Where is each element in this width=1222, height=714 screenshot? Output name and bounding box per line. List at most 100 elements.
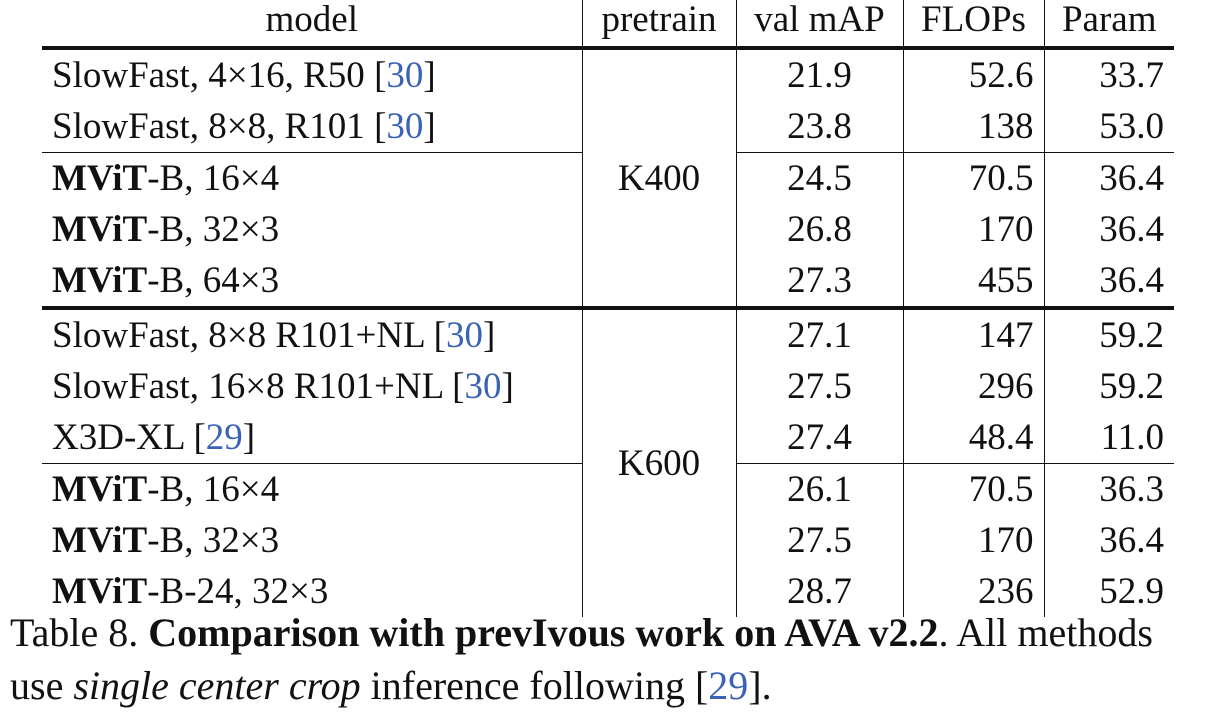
table-row: SlowFast, 8×8, R101 [30] 23.8 138 53.0 bbox=[42, 101, 1174, 153]
table-row: MViT-B, 32×3 27.5 170 36.4 bbox=[42, 515, 1174, 566]
flops-cell: 170 bbox=[902, 204, 1044, 255]
val-map-cell: 27.1 bbox=[735, 306, 903, 361]
param-cell: 59.2 bbox=[1043, 361, 1174, 412]
model-cell: MViT-B-24, 32×3 bbox=[42, 566, 582, 617]
val-map-cell: 23.8 bbox=[735, 101, 903, 153]
param-cell: 59.2 bbox=[1043, 306, 1174, 361]
model-cell: SlowFast, 16×8 R101+NL [30] bbox=[42, 361, 582, 412]
header-flops: FLOPs bbox=[902, 0, 1044, 50]
flops-cell: 48.4 bbox=[902, 412, 1044, 464]
model-name: -B, 32×3 bbox=[147, 520, 280, 561]
bracket-open: [ bbox=[193, 417, 206, 458]
model-name: -B-24, 32×3 bbox=[147, 571, 329, 612]
model-name: X3D-XL bbox=[52, 417, 194, 458]
model-cell: X3D-XL [29] bbox=[42, 412, 582, 464]
bracket-close: ] bbox=[423, 106, 436, 147]
param-cell: 11.0 bbox=[1043, 412, 1174, 464]
flops-cell: 236 bbox=[902, 566, 1044, 617]
val-map-cell: 28.7 bbox=[735, 566, 903, 617]
bracket-close: ] bbox=[242, 417, 256, 458]
param-cell: 36.4 bbox=[1043, 515, 1174, 566]
param-cell: 52.9 bbox=[1043, 566, 1174, 617]
bracket-open: [ bbox=[374, 55, 387, 96]
model-name-bold: MViT bbox=[52, 209, 148, 250]
table-row: SlowFast, 8×8 R101+NL [30] K600 27.1 147… bbox=[42, 306, 1174, 617]
citation-link[interactable]: 30 bbox=[464, 366, 502, 407]
flops-cell: 70.5 bbox=[902, 152, 1044, 204]
bracket-close: ] bbox=[423, 55, 436, 96]
model-name-bold: MViT bbox=[52, 469, 148, 510]
citation-link[interactable]: 30 bbox=[445, 315, 483, 356]
model-name: -B, 16×4 bbox=[147, 469, 280, 510]
table-row: MViT-B, 64×3 27.3 455 36.4 bbox=[42, 255, 1174, 308]
citation-link[interactable]: 29 bbox=[205, 417, 243, 458]
table-row: MViT-B-24, 32×3 28.7 236 52.9 bbox=[42, 566, 1174, 617]
val-map-cell: 26.8 bbox=[735, 204, 903, 255]
caption-label: Table 8. bbox=[10, 610, 149, 655]
header-pretrain: pretrain bbox=[581, 0, 736, 50]
bracket-open: [ bbox=[452, 366, 465, 407]
bracket-close: ] bbox=[501, 366, 514, 407]
model-name: -B, 16×4 bbox=[147, 158, 280, 199]
model-cell: MViT-B, 16×4 bbox=[42, 463, 582, 515]
val-map-cell: 24.5 bbox=[735, 152, 903, 204]
citation-link[interactable]: 30 bbox=[386, 106, 424, 147]
val-map-cell: 21.9 bbox=[735, 48, 903, 101]
pretrain-cell-k400: K400 bbox=[581, 48, 736, 308]
flops-cell: 52.6 bbox=[902, 48, 1044, 101]
caption-end: ]. bbox=[748, 663, 772, 708]
param-cell: 53.0 bbox=[1043, 101, 1174, 153]
val-map-cell: 26.1 bbox=[735, 463, 903, 515]
model-name-bold: MViT bbox=[52, 260, 148, 301]
model-name: -B, 64×3 bbox=[147, 260, 280, 301]
model-cell: MViT-B, 16×4 bbox=[42, 152, 582, 204]
param-cell: 33.7 bbox=[1043, 48, 1174, 101]
param-cell: 36.3 bbox=[1043, 463, 1174, 515]
bracket-open: [ bbox=[433, 315, 446, 356]
model-name: SlowFast, 16×8 R101+NL bbox=[52, 366, 453, 407]
table-row: SlowFast, 4×16, R50 [30] K400 21.9 52.6 … bbox=[42, 48, 1174, 308]
model-name: SlowFast, 8×8, R101 bbox=[52, 106, 375, 147]
caption-citation-link[interactable]: 29 bbox=[708, 663, 749, 708]
model-cell: MViT-B, 32×3 bbox=[42, 204, 582, 255]
param-cell: 36.4 bbox=[1043, 152, 1174, 204]
header-param: Param bbox=[1043, 0, 1174, 50]
table-row: MViT-B, 16×4 26.1 70.5 36.3 bbox=[42, 463, 1174, 515]
citation-link[interactable]: 30 bbox=[386, 55, 424, 96]
caption-title: Comparison with prevIvous work on AVA v2… bbox=[148, 610, 939, 655]
table-row: X3D-XL [29] 27.4 48.4 11.0 bbox=[42, 412, 1174, 464]
model-name-bold: MViT bbox=[52, 520, 148, 561]
caption-text: . All methods use bbox=[10, 610, 1153, 708]
model-cell: SlowFast, 8×8, R101 [30] bbox=[42, 101, 582, 153]
model-cell: MViT-B, 64×3 bbox=[42, 255, 582, 308]
flops-cell: 147 bbox=[902, 306, 1044, 361]
flops-cell: 70.5 bbox=[902, 463, 1044, 515]
val-map-cell: 27.4 bbox=[735, 412, 903, 464]
flops-cell: 296 bbox=[902, 361, 1044, 412]
param-cell: 36.4 bbox=[1043, 255, 1174, 308]
model-cell: MViT-B, 32×3 bbox=[42, 515, 582, 566]
val-map-cell: 27.3 bbox=[735, 255, 903, 308]
bracket-open: [ bbox=[374, 106, 387, 147]
model-name-bold: MViT bbox=[52, 158, 148, 199]
param-cell: 36.4 bbox=[1043, 204, 1174, 255]
flops-cell: 138 bbox=[902, 101, 1044, 153]
table-header-row: model pretrain val mAP FLOPs Param bbox=[42, 0, 1174, 50]
pretrain-cell-k600: K600 bbox=[581, 306, 736, 617]
bracket-close: ] bbox=[482, 315, 496, 356]
model-cell: SlowFast, 4×16, R50 [30] bbox=[42, 48, 582, 101]
model-name: SlowFast, 4×16, R50 bbox=[52, 55, 375, 96]
flops-cell: 170 bbox=[902, 515, 1044, 566]
table-caption: Table 8. Comparison with prevIvous work … bbox=[10, 606, 1215, 712]
header-val-map: val mAP bbox=[735, 0, 903, 50]
header-model: model bbox=[42, 0, 582, 50]
model-name-bold: MViT bbox=[52, 571, 148, 612]
val-map-cell: 27.5 bbox=[735, 515, 903, 566]
table-row: SlowFast, 16×8 R101+NL [30] 27.5 296 59.… bbox=[42, 361, 1174, 412]
model-name: -B, 32×3 bbox=[147, 209, 280, 250]
results-table: model pretrain val mAP FLOPs Param SlowF… bbox=[42, 0, 1174, 617]
caption-emphasis: single center crop bbox=[73, 663, 361, 708]
model-name: SlowFast, 8×8 R101+NL bbox=[52, 315, 434, 356]
val-map-cell: 27.5 bbox=[735, 361, 903, 412]
